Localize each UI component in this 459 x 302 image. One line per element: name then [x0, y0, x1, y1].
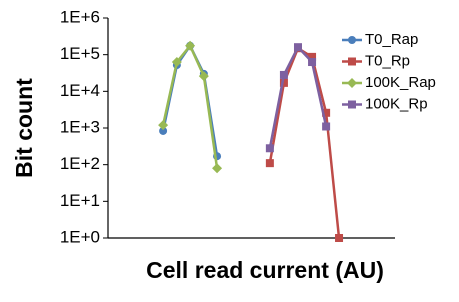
- legend-label: T0_Rp: [365, 52, 410, 69]
- marker: [265, 159, 274, 168]
- marker: [308, 52, 317, 61]
- legend-label: T0_Rap: [365, 31, 418, 48]
- y-tick-label: 1E+4: [60, 81, 100, 100]
- marker: [348, 57, 356, 66]
- marker: [348, 100, 356, 109]
- y-tick-label: 1E+2: [60, 154, 100, 173]
- marker: [265, 144, 274, 153]
- marker: [279, 70, 288, 79]
- y-tick-label: 1E+0: [60, 227, 100, 246]
- marker: [171, 57, 182, 68]
- legend-label: 100K_Rap: [365, 74, 436, 91]
- series-line: [161, 43, 219, 169]
- marker: [348, 36, 356, 44]
- marker: [293, 43, 302, 52]
- series-line: [268, 45, 328, 149]
- marker: [347, 78, 357, 88]
- y-tick-label: 1E+1: [60, 191, 100, 210]
- marker: [185, 40, 196, 51]
- y-tick-label: 1E+3: [60, 117, 100, 136]
- series-line: [161, 43, 219, 157]
- marker: [159, 126, 168, 135]
- marker: [279, 78, 288, 87]
- y-tick-label: 1E+5: [60, 44, 100, 63]
- marker: [198, 71, 209, 82]
- marker: [322, 122, 331, 131]
- series-line: [268, 46, 341, 239]
- y-axis-label: Bit count: [11, 78, 37, 178]
- marker: [308, 58, 317, 67]
- marker: [335, 234, 344, 242]
- marker: [212, 163, 223, 174]
- y-tick-label: 1E+6: [60, 7, 100, 26]
- legend-label: 100K_Rp: [365, 95, 428, 112]
- marker: [158, 120, 169, 131]
- marker: [322, 108, 331, 117]
- x-axis-label: Cell read current (AU): [146, 257, 384, 283]
